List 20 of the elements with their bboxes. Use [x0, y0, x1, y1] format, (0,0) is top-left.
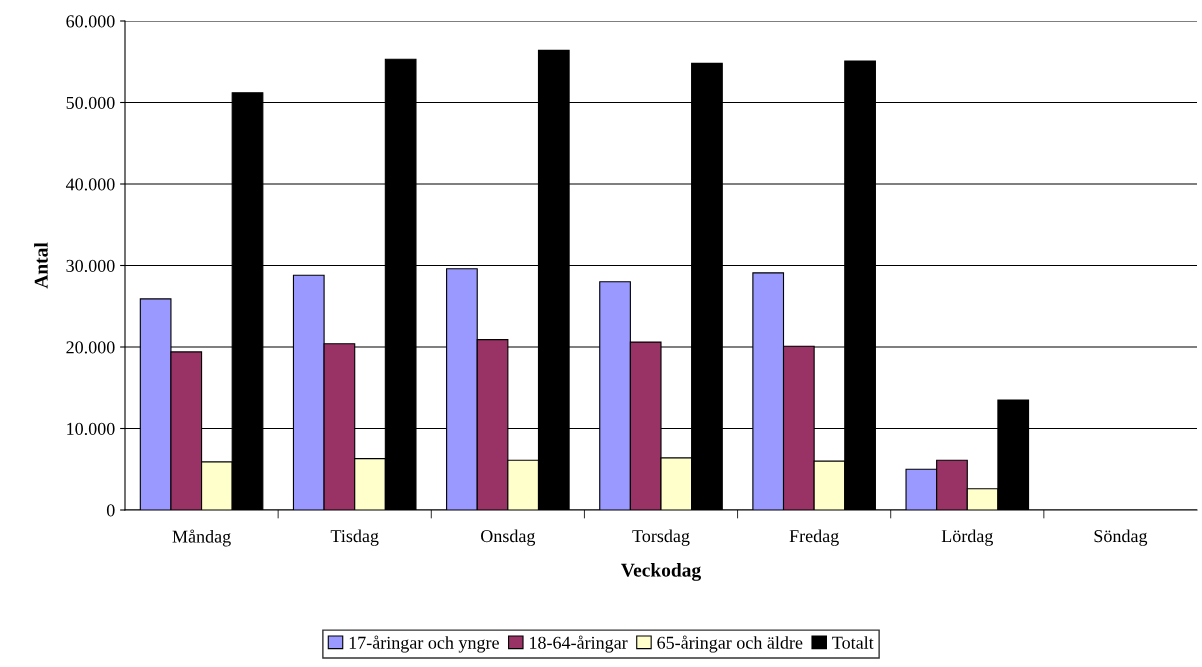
x-tick-label: Måndag [172, 529, 231, 547]
x-tick-label: Lördag [941, 529, 994, 546]
y-axis-title: Antal [34, 242, 48, 289]
y-tick-label: 0 [106, 504, 115, 517]
x-tick-label: Fredag [789, 529, 839, 546]
x-tick-label: Söndag [1094, 529, 1148, 546]
y-tick-label: 10.000 [67, 422, 115, 436]
x-tick-label: Torsdag [632, 529, 690, 546]
legend-label: Totalt [832, 636, 874, 649]
y-tick-label: 30.000 [66, 259, 115, 273]
legend-label: 17-åringar och yngre [349, 635, 499, 653]
x-axis-title: Veckodag [621, 563, 701, 581]
y-tick-label: 50.000 [66, 96, 115, 110]
y-tick-label: 40.000 [65, 178, 115, 191]
legend-label: 18-64-åringar [530, 635, 628, 653]
y-tick-label: 60.000 [66, 15, 115, 28]
legend-label: 65-åringar och äldre [657, 635, 803, 653]
y-tick-label: 20.000 [66, 341, 115, 354]
x-tick-label: Onsdag [481, 529, 536, 546]
x-tick-label: Tisdag [330, 529, 379, 546]
